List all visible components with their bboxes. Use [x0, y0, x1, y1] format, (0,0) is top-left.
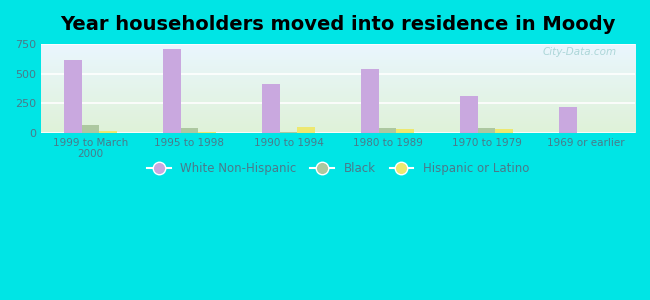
Legend: White Non-Hispanic, Black, Hispanic or Latino: White Non-Hispanic, Black, Hispanic or L… [144, 159, 532, 179]
Text: City-Data.com: City-Data.com [543, 46, 618, 57]
Bar [280, 132, 298, 133]
Bar [82, 125, 99, 133]
Bar [198, 132, 216, 133]
Bar [478, 128, 495, 133]
Bar [361, 69, 378, 133]
Bar [378, 128, 396, 133]
Bar [162, 49, 181, 133]
Title: Year householders moved into residence in Moody: Year householders moved into residence i… [60, 15, 616, 34]
Bar [559, 107, 577, 133]
Bar [495, 129, 514, 133]
Bar [396, 129, 414, 133]
Bar [460, 96, 478, 133]
Bar [262, 84, 279, 133]
Bar [99, 131, 117, 133]
Bar [298, 127, 315, 133]
Bar [64, 60, 82, 133]
Bar [181, 128, 198, 133]
